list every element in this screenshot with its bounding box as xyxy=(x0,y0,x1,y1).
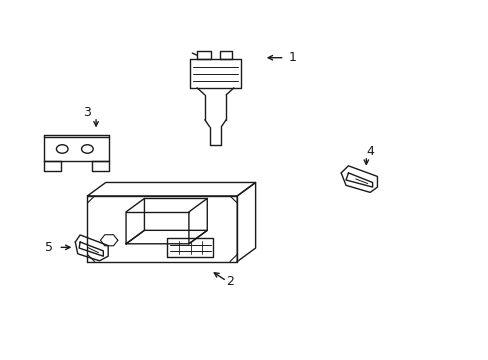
Text: 2: 2 xyxy=(225,275,233,288)
Text: 3: 3 xyxy=(83,106,91,119)
Text: 5: 5 xyxy=(44,241,53,254)
Text: 4: 4 xyxy=(366,145,373,158)
Text: 1: 1 xyxy=(288,51,296,64)
